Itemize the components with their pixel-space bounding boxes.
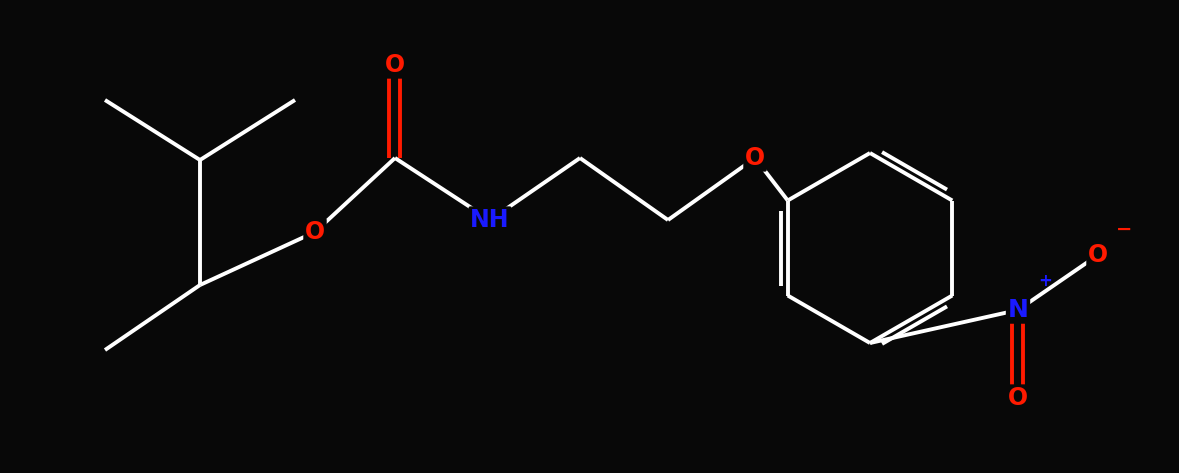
Text: O: O — [305, 220, 325, 244]
Text: O: O — [1088, 243, 1108, 267]
Text: −: − — [1117, 220, 1132, 239]
Text: O: O — [1008, 386, 1028, 410]
Text: NH: NH — [470, 208, 509, 232]
Text: N: N — [1008, 298, 1028, 322]
Text: O: O — [384, 53, 406, 77]
Text: O: O — [745, 146, 765, 170]
Text: +: + — [1038, 272, 1052, 290]
